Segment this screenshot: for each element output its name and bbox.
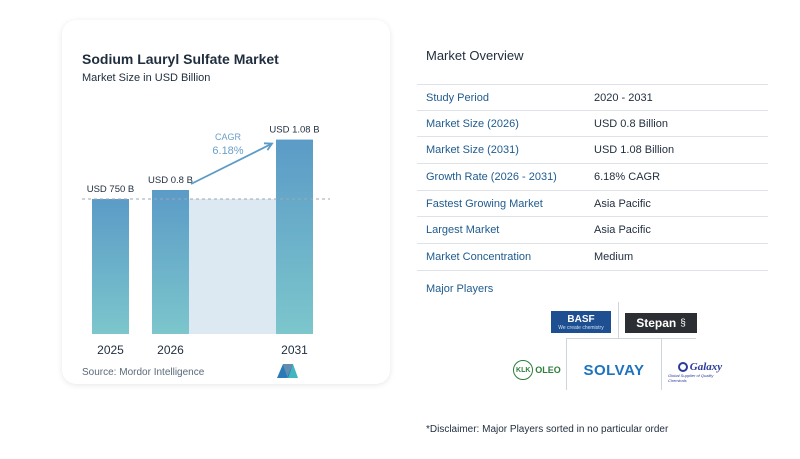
row-label: Fastest Growing Market	[426, 197, 543, 210]
tick-label-2026: 2026	[157, 343, 184, 357]
disclaimer: *Disclaimer: Major Players sorted in no …	[426, 424, 669, 435]
cagr-arrow	[190, 142, 273, 185]
divider	[661, 338, 662, 390]
stepan-logo-badge: Stepan §	[625, 313, 697, 333]
table-row: Largest Market Asia Pacific	[417, 217, 768, 245]
data-label-2031: USD 1.08 B	[269, 125, 319, 136]
basf-tagline: We create chemistry	[558, 324, 604, 331]
row-label: Market Size (2026)	[426, 117, 519, 130]
galaxy-mark-icon	[677, 362, 688, 372]
divider	[618, 302, 619, 338]
row-label: Market Concentration	[426, 251, 532, 264]
source-text: Source: Mordor Intelligence	[82, 367, 205, 378]
cagr-label: CAGR	[215, 132, 242, 142]
stepan-name: Stepan	[636, 316, 677, 330]
galaxy-name: Galaxy	[689, 361, 723, 373]
mordor-logo-icon	[277, 364, 298, 378]
row-label: Market Size (2031)	[426, 144, 519, 157]
row-value: USD 1.08 Billion	[594, 144, 675, 157]
row-value: 2020 - 2031	[594, 92, 653, 104]
table-row: Market Size (2026) USD 0.8 Billion	[417, 111, 768, 138]
galaxy-logo: Galaxy Global Supplier of Quality Chemic…	[668, 358, 732, 386]
data-label-2026: USD 0.8 B	[148, 175, 193, 186]
row-value: Medium	[594, 251, 634, 264]
chart-card: Sodium Lauryl Sulfate Market Market Size…	[62, 20, 390, 384]
solvay-name: SOLVAY	[583, 361, 645, 379]
row-label: Largest Market	[426, 224, 500, 237]
chart-title: Sodium Lauryl Sulfate Market	[82, 51, 279, 67]
solvay-logo: SOLVAY	[570, 358, 658, 382]
major-players-title: Major Players	[426, 283, 494, 295]
row-value: USD 0.8 Billion	[594, 117, 668, 130]
cagr-value: 6.18%	[212, 145, 243, 157]
table-row: Market Size (2031) USD 1.08 Billion	[417, 137, 768, 165]
overview-table: Study Period 2020 - 2031 Market Size (20…	[417, 84, 768, 271]
cagr-arrow-head	[263, 142, 274, 151]
bar-2026	[152, 190, 189, 334]
tick-label-2031: 2031	[281, 343, 308, 357]
bar-chart: USD 750 B 2025 USD 0.8 B 2026 USD 1.08 B 2031…	[82, 125, 330, 357]
major-players-logos: BASF We create chemistry Stepan § KLK OL…	[510, 302, 740, 392]
row-value: Asia Pacific	[594, 224, 651, 237]
table-row: Study Period 2020 - 2031	[417, 84, 768, 111]
divider	[566, 338, 567, 390]
klk-oleo-text: OLEO	[535, 365, 561, 375]
row-label: Study Period	[426, 92, 489, 104]
klk-mark: KLK	[513, 360, 534, 380]
basf-logo-badge: BASF We create chemistry	[551, 311, 611, 333]
table-row: Fastest Growing Market Asia Pacific	[417, 191, 768, 218]
bar-2025	[92, 199, 129, 334]
table-row: Growth Rate (2026 - 2031) 6.18% CAGR	[417, 164, 768, 191]
chart-subtitle: Market Size in USD Billion	[82, 72, 211, 84]
row-value: Asia Pacific	[594, 197, 651, 210]
klk-oleo-logo: KLK OLEO	[510, 358, 564, 382]
basf-name: BASF	[567, 313, 595, 325]
divider	[566, 338, 696, 339]
galaxy-tagline: Global Supplier of Quality Chemicals	[668, 373, 714, 383]
data-label-2025: USD 750 B	[87, 184, 135, 195]
overview-title: Market Overview	[426, 48, 524, 63]
table-row: Market Concentration Medium	[417, 244, 768, 271]
row-value: 6.18% CAGR	[594, 171, 661, 184]
stepan-mark-icon: §	[680, 317, 686, 329]
comparison-band	[189, 199, 276, 334]
basf-logo: BASF We create chemistry	[550, 310, 612, 334]
row-label: Growth Rate (2026 - 2031)	[426, 171, 557, 184]
stepan-logo: Stepan §	[624, 312, 698, 334]
bar-2031	[276, 139, 313, 334]
tick-label-2025: 2025	[97, 343, 124, 357]
